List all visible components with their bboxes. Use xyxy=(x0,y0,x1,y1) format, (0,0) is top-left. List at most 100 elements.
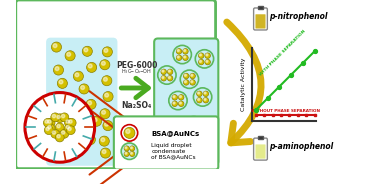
Circle shape xyxy=(167,69,173,75)
Circle shape xyxy=(66,139,70,143)
Circle shape xyxy=(43,118,52,127)
Circle shape xyxy=(182,140,187,146)
Circle shape xyxy=(74,106,78,109)
Circle shape xyxy=(194,126,200,132)
Text: p-nitrophenol: p-nitrophenol xyxy=(269,12,327,21)
Circle shape xyxy=(169,155,170,157)
Circle shape xyxy=(209,147,214,153)
Circle shape xyxy=(87,136,91,140)
Circle shape xyxy=(130,151,135,157)
Text: WITHOUT PHASE SEPARATION: WITHOUT PHASE SEPARATION xyxy=(251,109,320,113)
Circle shape xyxy=(125,147,127,149)
Circle shape xyxy=(183,49,188,54)
Circle shape xyxy=(130,147,132,149)
Circle shape xyxy=(57,125,60,128)
Circle shape xyxy=(183,73,189,79)
Circle shape xyxy=(101,148,110,158)
Circle shape xyxy=(182,147,187,152)
FancyBboxPatch shape xyxy=(47,38,116,165)
Circle shape xyxy=(180,95,181,98)
Circle shape xyxy=(84,48,88,52)
Circle shape xyxy=(172,95,178,100)
Circle shape xyxy=(200,54,201,56)
FancyArrowPatch shape xyxy=(227,22,261,143)
Circle shape xyxy=(176,49,182,54)
Circle shape xyxy=(172,101,178,107)
Text: Catalytic Activity: Catalytic Activity xyxy=(242,58,246,111)
Circle shape xyxy=(45,120,48,123)
Circle shape xyxy=(60,129,69,138)
Circle shape xyxy=(25,93,94,162)
Circle shape xyxy=(194,88,212,106)
Circle shape xyxy=(189,141,191,144)
Circle shape xyxy=(66,98,70,101)
Circle shape xyxy=(203,98,209,103)
Circle shape xyxy=(73,71,84,81)
Circle shape xyxy=(169,148,170,151)
Circle shape xyxy=(103,91,113,102)
Circle shape xyxy=(46,124,55,133)
Circle shape xyxy=(103,121,113,131)
Circle shape xyxy=(81,86,85,89)
Circle shape xyxy=(62,131,65,134)
Circle shape xyxy=(44,126,53,135)
Circle shape xyxy=(65,137,74,148)
Circle shape xyxy=(48,125,51,129)
Circle shape xyxy=(198,98,200,100)
Circle shape xyxy=(189,148,191,150)
Circle shape xyxy=(161,124,180,143)
Circle shape xyxy=(65,51,75,61)
Circle shape xyxy=(52,114,56,118)
Circle shape xyxy=(197,91,202,97)
Circle shape xyxy=(53,134,63,144)
Circle shape xyxy=(167,75,173,81)
FancyBboxPatch shape xyxy=(16,0,215,169)
Circle shape xyxy=(52,95,56,99)
Circle shape xyxy=(180,70,198,88)
Circle shape xyxy=(56,114,64,123)
Circle shape xyxy=(105,93,108,97)
Circle shape xyxy=(190,73,195,79)
Circle shape xyxy=(124,127,135,138)
Circle shape xyxy=(191,74,193,76)
Circle shape xyxy=(197,98,202,103)
Circle shape xyxy=(51,106,55,110)
Circle shape xyxy=(67,118,76,127)
Circle shape xyxy=(46,127,49,131)
Circle shape xyxy=(104,77,107,81)
Circle shape xyxy=(203,142,206,144)
Circle shape xyxy=(167,154,173,159)
Circle shape xyxy=(178,101,184,107)
Circle shape xyxy=(173,102,175,104)
Circle shape xyxy=(158,144,176,163)
Circle shape xyxy=(165,128,170,133)
Circle shape xyxy=(82,122,86,126)
Circle shape xyxy=(73,104,82,114)
Circle shape xyxy=(82,46,92,56)
Circle shape xyxy=(188,147,194,152)
Circle shape xyxy=(51,113,60,122)
Circle shape xyxy=(183,55,188,61)
Circle shape xyxy=(162,76,164,79)
Text: WITH PHASE SEPARATION: WITH PHASE SEPARATION xyxy=(259,29,306,77)
FancyBboxPatch shape xyxy=(258,6,263,9)
Circle shape xyxy=(125,152,127,154)
Circle shape xyxy=(184,81,186,83)
Circle shape xyxy=(126,129,130,133)
Circle shape xyxy=(104,49,108,52)
FancyBboxPatch shape xyxy=(256,144,265,159)
Circle shape xyxy=(161,148,167,153)
Circle shape xyxy=(184,74,186,76)
Circle shape xyxy=(166,135,168,137)
FancyBboxPatch shape xyxy=(256,14,265,29)
Circle shape xyxy=(203,148,206,150)
Circle shape xyxy=(203,141,208,146)
Circle shape xyxy=(65,118,73,127)
Circle shape xyxy=(53,44,57,48)
Circle shape xyxy=(199,138,218,156)
Circle shape xyxy=(190,80,195,85)
Circle shape xyxy=(56,133,64,142)
Circle shape xyxy=(161,154,167,159)
Circle shape xyxy=(180,102,181,104)
Circle shape xyxy=(183,148,185,150)
